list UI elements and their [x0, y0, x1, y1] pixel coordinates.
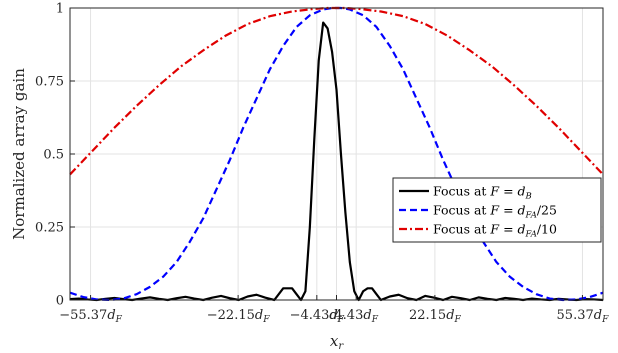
x-tick-label: −22.15dF [207, 308, 270, 325]
legend-label-3: Focus at F = dFA/10 [433, 222, 557, 240]
x-tick-label: −4.43dF [290, 308, 345, 325]
y-tick-label: 0 [56, 294, 64, 309]
y-tick-label: 0.5 [43, 148, 64, 163]
grid [70, 7, 603, 301]
legend-label-2: Focus at F = dFA/25 [433, 203, 557, 221]
y-tick-label: 0.75 [35, 75, 64, 90]
series-line-1 [69, 21, 604, 302]
x-tick-label: 4.43dF [334, 308, 378, 325]
x-tick-label: −55.37dF [59, 308, 122, 325]
legend-label-1: Focus at F = dB [433, 184, 532, 202]
y-tick-labels: 0 0.25 0.5 0.75 1 [35, 2, 75, 309]
y-tick-label: 1 [56, 2, 64, 17]
y-tick-label: 0.25 [35, 221, 64, 236]
y-axis-label: Normalized array gain [10, 68, 28, 240]
x-tick-label: dF [329, 308, 344, 325]
x-axis-label: xr [330, 332, 344, 352]
x-tick-label: 22.15dF [409, 308, 462, 325]
x-tick-label: 55.37dF [557, 308, 610, 325]
